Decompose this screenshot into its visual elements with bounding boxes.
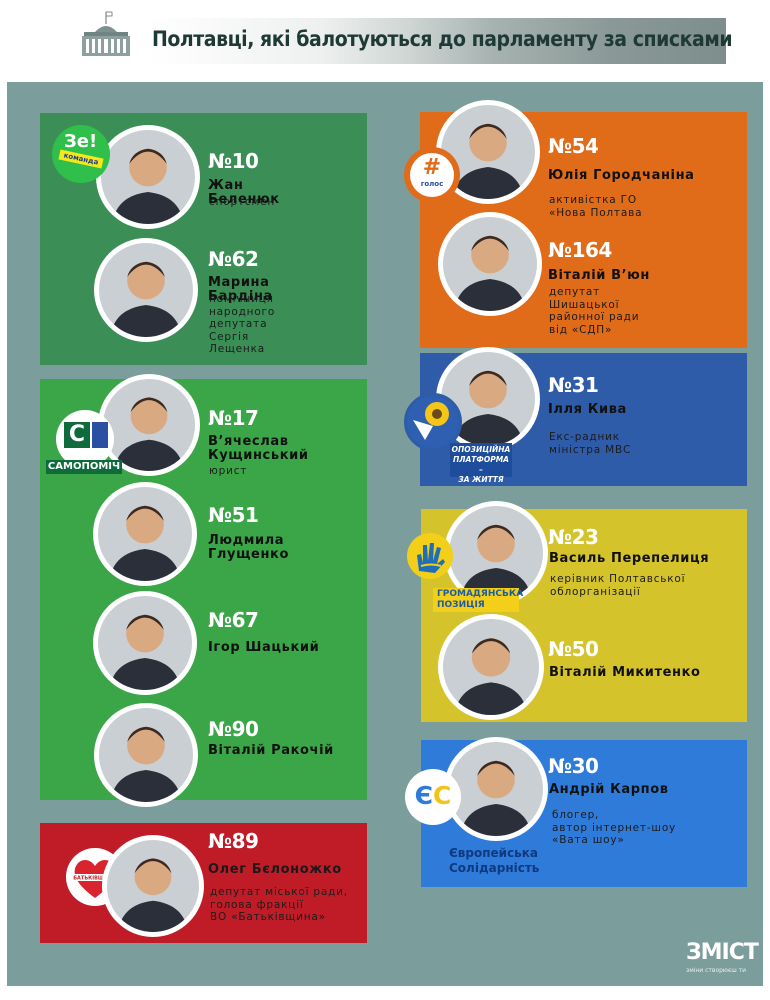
list-number: №17: [208, 406, 259, 430]
title-bar: Полтавці, які балотуються до парламенту …: [148, 18, 733, 64]
party-card-samopomich: №17 В’ячеслав Кущинський юрист №51 Людми…: [40, 374, 367, 807]
candidate-name: Ігор Шацький: [208, 640, 320, 655]
candidate-name: Андрій Карпов: [549, 782, 669, 797]
candidate-photo: [444, 737, 548, 841]
party-card-hromadianska-pozytsiia: №23 Василь Перепелиця керівник Полтавськ…: [407, 501, 747, 722]
opzzh-logo: [404, 393, 462, 451]
list-number: №67: [208, 608, 259, 632]
candidate-name: Людмила Глущенко: [208, 533, 290, 562]
candidate-photo: [94, 703, 198, 807]
list-number: №10: [208, 149, 259, 173]
parliament-building-icon: [82, 11, 130, 56]
list-number: №30: [548, 754, 599, 778]
samopomich-logo: C: [56, 410, 114, 468]
candidate-description: керівник Полтавської облорганізації: [550, 573, 686, 598]
hash-icon: #: [422, 155, 442, 180]
list-number: №62: [208, 247, 259, 271]
party-card-yevropeiska-solidarnist: №30 Андрій Карпов блогер, автор інтернет…: [405, 737, 747, 887]
candidate-photo: [438, 614, 544, 720]
candidate-description: Екс-радник міністра МВС: [549, 431, 632, 456]
candidate-photo: [102, 835, 204, 937]
sunflower-icon: [413, 402, 449, 440]
candidate-name: В’ячеслав Кущинський: [208, 434, 309, 463]
opzzh-label: ОПОЗИЦІЙНА ПЛАТФОРМА – ЗА ЖИТТЯ: [450, 443, 512, 484]
candidate-name: Юлія Городчаніна: [548, 168, 695, 183]
candidate-description: блогер, автор інтернет-шоу «Вата шоу»: [552, 809, 677, 846]
candidate-name: Василь Перепелиця: [549, 551, 710, 566]
list-number: №31: [548, 373, 599, 397]
candidate-description: активістка ГО «Нова Полтава: [549, 194, 643, 219]
list-number: №89: [208, 829, 259, 853]
holos-logo: # голос: [404, 147, 460, 203]
candidate-photo: [93, 482, 197, 586]
candidate-description: депутат міської ради, голова фракції ВО …: [210, 886, 348, 923]
yevropeiska-solidarnist-label: Європейська Солідарність: [449, 846, 540, 875]
party-card-ze-komanda: №10 Жан Беленюк спортсмен №62 Марина Бар…: [40, 113, 367, 365]
list-number: №50: [548, 637, 599, 661]
candidate-name: Жан Беленюк: [208, 178, 280, 207]
party-card-opzzh: №31 Ілля Кива Екс-радник міністра МВС ОП…: [404, 347, 747, 486]
holos-label: голос: [420, 180, 444, 188]
zmist-logo[interactable]: ЗМІСТ зміни створюєш ти: [686, 940, 759, 980]
list-number: №164: [548, 238, 612, 262]
svg-text:БАТЬКІВЩИНА: БАТЬКІВЩИНА: [73, 876, 117, 882]
candidate-name: Віталій В’юн: [548, 268, 650, 283]
zmist-brand: ЗМІСТ: [686, 940, 759, 965]
page-title: Полтавці, які балотуються до парламенту …: [152, 27, 733, 51]
candidate-photo: [438, 212, 542, 316]
list-number: №90: [208, 717, 259, 741]
candidate-name: Олег Бєлоножко: [208, 862, 342, 877]
candidate-photo: [94, 238, 198, 342]
candidate-name: Віталій Микитенко: [549, 665, 701, 680]
hromadianska-pozytsiia-logo: [407, 533, 453, 579]
candidate-name: Віталій Ракочій: [208, 743, 334, 758]
zmist-slogan: зміни створюєш ти: [686, 967, 747, 974]
list-number: №54: [548, 134, 599, 158]
party-card-holos: №54 Юлія Городчаніна активістка ГО «Нова…: [404, 100, 747, 348]
candidate-photo: [444, 501, 548, 605]
list-number: №51: [208, 503, 259, 527]
yevropeiska-solidarnist-logo: ЄС: [405, 769, 461, 825]
candidate-photo: [98, 374, 200, 476]
hand-icon: [417, 543, 445, 573]
ze-komanda-logo: Зе! команда: [52, 125, 110, 183]
hromadianska-pozytsiia-label: ГРОМАДЯНСЬКА ПОЗИЦІЯ: [433, 588, 523, 612]
candidate-description: спортсмен: [209, 196, 276, 208]
candidate-description: помічниця народного депутата Сергія Леще…: [209, 293, 276, 355]
header: Полтавці, які балотуються до парламенту …: [0, 0, 770, 80]
candidate-photo: [96, 125, 200, 229]
list-number: №23: [548, 525, 599, 549]
party-card-batkivshchyna: БАТЬКІВЩИНА №89 Олег Бєлоножко депутат м…: [40, 823, 367, 943]
samopomich-label: САМОПОМІЧ: [46, 460, 122, 474]
candidate-description: депутат Шишацької районної ради від «СДП…: [549, 286, 640, 336]
candidate-name: Ілля Кива: [548, 402, 627, 417]
candidate-name: Марина Бардіна: [208, 275, 273, 304]
candidate-description: юрист: [209, 465, 248, 477]
candidate-photo: [93, 591, 197, 695]
